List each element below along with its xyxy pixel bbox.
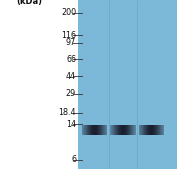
Bar (98, 125, 99, 135)
Bar (84, 125, 85, 135)
Bar (132, 125, 133, 135)
Bar (140, 125, 141, 135)
Bar (113, 125, 114, 135)
Text: 6: 6 (71, 155, 76, 164)
Bar (87, 125, 88, 135)
Bar (94, 125, 95, 135)
Bar (163, 125, 164, 135)
Bar (105, 125, 106, 135)
Bar (134, 125, 135, 135)
Bar (102, 125, 103, 135)
Bar (104, 125, 105, 135)
Text: 66: 66 (66, 55, 76, 64)
Bar (135, 125, 136, 135)
Bar (139, 125, 140, 135)
Bar (142, 125, 143, 135)
Text: 116: 116 (61, 31, 76, 40)
Bar (106, 125, 107, 135)
Bar (114, 125, 115, 135)
Bar (111, 125, 112, 135)
Bar (153, 125, 154, 135)
Bar (159, 125, 160, 135)
Bar (160, 125, 161, 135)
Bar (117, 125, 118, 135)
Bar (101, 125, 102, 135)
Bar (145, 125, 146, 135)
Bar (146, 125, 147, 135)
Text: 29: 29 (66, 89, 76, 98)
Bar (118, 125, 119, 135)
Bar (103, 125, 104, 135)
Bar (129, 125, 130, 135)
Bar (154, 125, 155, 135)
Bar (156, 125, 157, 135)
Bar (126, 125, 127, 135)
Bar (97, 125, 98, 135)
Text: 18.4: 18.4 (59, 108, 76, 117)
Bar (90, 125, 91, 135)
Text: (kDa): (kDa) (17, 0, 43, 6)
Bar (92, 125, 93, 135)
Bar (149, 125, 150, 135)
Bar (144, 125, 145, 135)
Bar (158, 125, 159, 135)
Bar (121, 125, 122, 135)
Bar (100, 125, 101, 135)
Bar (78, 0, 177, 169)
Bar (86, 125, 87, 135)
Bar (91, 125, 92, 135)
Bar (120, 125, 121, 135)
Bar (131, 125, 132, 135)
Bar (151, 125, 152, 135)
Bar (110, 125, 111, 135)
Text: 200: 200 (61, 8, 76, 17)
Bar (125, 125, 126, 135)
Bar (162, 125, 163, 135)
Bar (89, 125, 90, 135)
Bar (99, 125, 100, 135)
Bar (123, 125, 124, 135)
Bar (150, 125, 151, 135)
Bar (115, 125, 116, 135)
Bar (122, 125, 123, 135)
Text: 44: 44 (66, 72, 76, 81)
Bar (96, 125, 97, 135)
Bar (127, 125, 128, 135)
Bar (82, 125, 83, 135)
Bar (141, 125, 142, 135)
Bar (147, 125, 148, 135)
Bar (112, 125, 113, 135)
Text: 14: 14 (66, 120, 76, 129)
Bar (152, 125, 153, 135)
Bar (161, 125, 162, 135)
Text: 97: 97 (66, 38, 76, 47)
Bar (95, 125, 96, 135)
Bar (119, 125, 120, 135)
Bar (143, 125, 144, 135)
Bar (155, 125, 156, 135)
Bar (83, 125, 84, 135)
Bar (116, 125, 117, 135)
Bar (133, 125, 134, 135)
Bar (130, 125, 131, 135)
Bar (88, 125, 89, 135)
Bar (85, 125, 86, 135)
Bar (128, 125, 129, 135)
Bar (157, 125, 158, 135)
Bar (93, 125, 94, 135)
Bar (124, 125, 125, 135)
Bar (148, 125, 149, 135)
